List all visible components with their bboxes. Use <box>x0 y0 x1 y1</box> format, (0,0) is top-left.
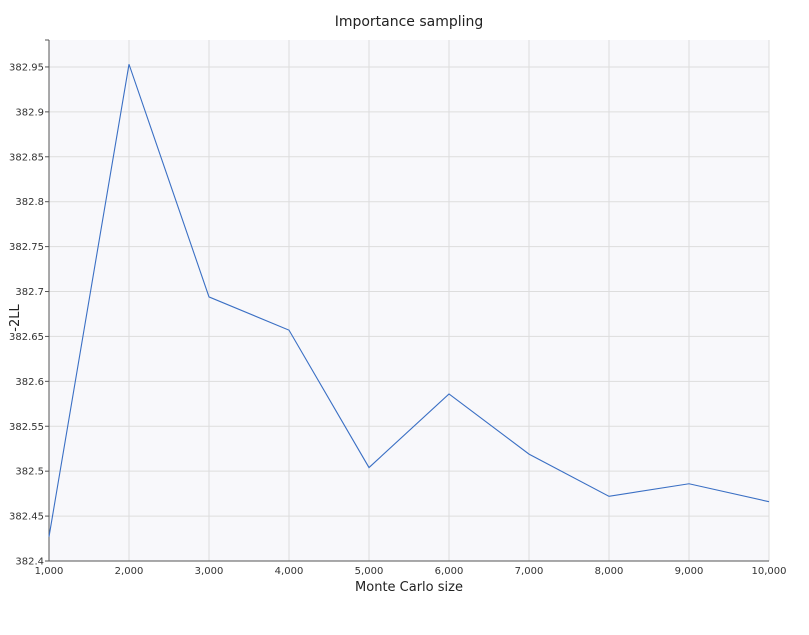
y-axis-label: -2LL <box>8 304 23 332</box>
x-tick-label: 10,000 <box>752 566 787 577</box>
y-tick-label: 382.45 <box>9 512 44 523</box>
x-tick-label: 7,000 <box>515 566 544 577</box>
y-tick-label: 382.5 <box>15 467 44 478</box>
series-line <box>48 64 770 537</box>
y-tick-label: 382.75 <box>9 242 44 253</box>
x-tick-label: 5,000 <box>355 566 384 577</box>
y-tick-label: 382.9 <box>15 107 44 118</box>
y-tick-label: 382.65 <box>9 332 44 343</box>
y-tick-label: 382.95 <box>9 62 44 73</box>
x-tick-label: 3,000 <box>195 566 224 577</box>
plot-area <box>49 40 769 561</box>
x-tick-label: 6,000 <box>435 566 464 577</box>
x-tick-label: 1,000 <box>35 566 64 577</box>
x-tick-label: 2,000 <box>115 566 144 577</box>
y-tick-label: 382.8 <box>15 197 44 208</box>
y-tick-label: 382.6 <box>15 377 44 388</box>
chart-title: Importance sampling <box>335 14 484 30</box>
series-layer <box>48 64 770 537</box>
x-tick-label: 8,000 <box>595 566 624 577</box>
y-tick-label: 382.85 <box>9 152 44 163</box>
y-tick-label: 382.7 <box>15 287 44 298</box>
x-axis-label: Monte Carlo size <box>355 580 463 595</box>
x-tick-label: 4,000 <box>275 566 304 577</box>
axes <box>45 39 769 562</box>
tick-labels: 1,000 2,000 3,000 4,000 5,000 6,000 7,000 8,000… <box>9 62 787 577</box>
y-tick-label: 382.55 <box>9 422 44 433</box>
y-tick-label: 382.4 <box>15 557 44 568</box>
x-tick-label: 9,000 <box>675 566 704 577</box>
